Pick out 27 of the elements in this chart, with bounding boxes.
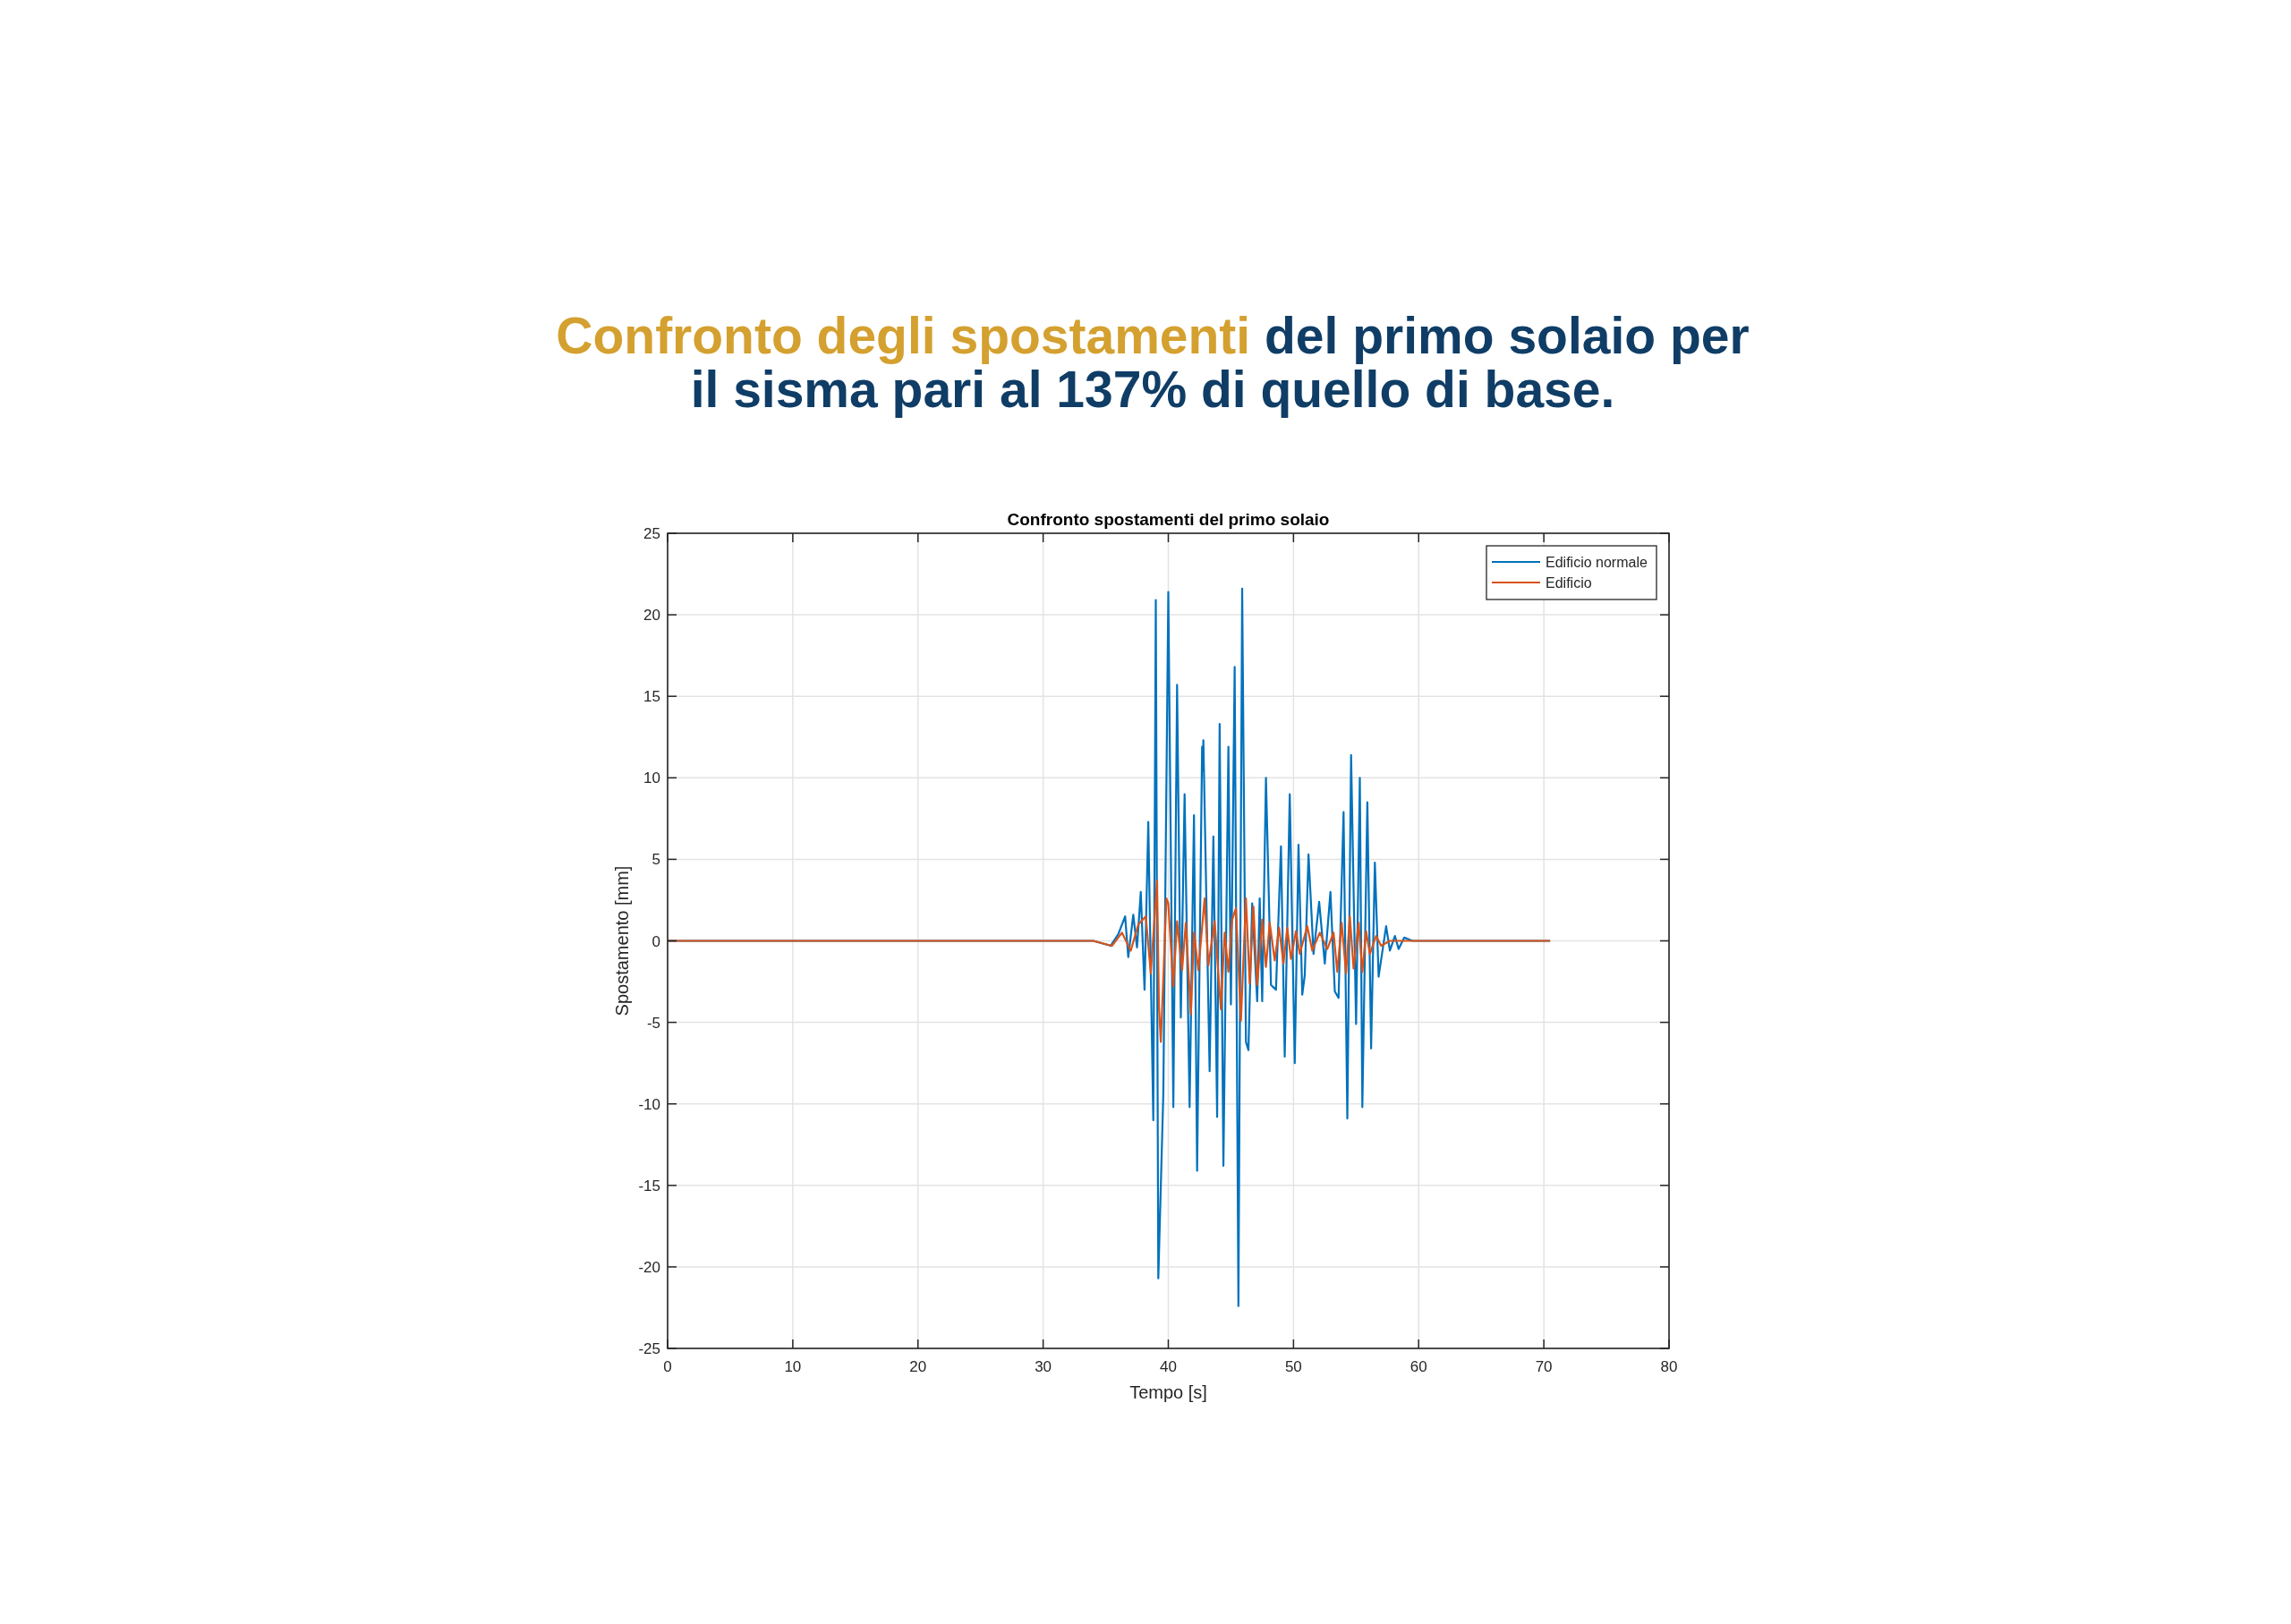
y-tick-label: 15	[643, 688, 660, 706]
y-tick-label: 20	[643, 607, 660, 625]
legend-label: Edificio	[1546, 575, 1592, 591]
x-tick-label: 30	[1035, 1358, 1052, 1375]
x-tick-label: 0	[663, 1358, 672, 1375]
x-tick-label: 10	[784, 1358, 802, 1375]
y-tick-label: -20	[638, 1258, 660, 1276]
chart-subtitle: Confronto spostamenti del primo solaio	[1007, 510, 1330, 529]
x-tick-label: 40	[1160, 1358, 1177, 1375]
legend-label: Edificio normale	[1546, 555, 1648, 570]
line-series	[666, 879, 1552, 1043]
x-tick-label: 20	[909, 1358, 927, 1375]
y-tick-label: 5	[652, 851, 660, 869]
y-tick-label: -5	[646, 1014, 660, 1032]
chart-title: Confronto degli spostamenti del primo solaio per il sisma pari al 137% di quello di base.	[556, 307, 1750, 418]
x-tick-label: 70	[1535, 1358, 1553, 1375]
y-axis-title: Spostamento [mm]	[612, 865, 632, 1016]
y-tick-label: 25	[643, 525, 660, 542]
y-tick-label: -25	[638, 1340, 660, 1357]
y-tick-label: -10	[638, 1095, 660, 1113]
x-tick-label: 80	[1660, 1358, 1678, 1375]
y-tick-label: 0	[652, 932, 660, 950]
x-tick-label: 50	[1284, 1358, 1302, 1375]
x-axis-title: Tempo [s]	[1129, 1382, 1207, 1402]
y-tick-label: -15	[638, 1177, 660, 1195]
y-tick-label: 10	[643, 769, 660, 787]
x-tick-label: 60	[1410, 1358, 1427, 1375]
